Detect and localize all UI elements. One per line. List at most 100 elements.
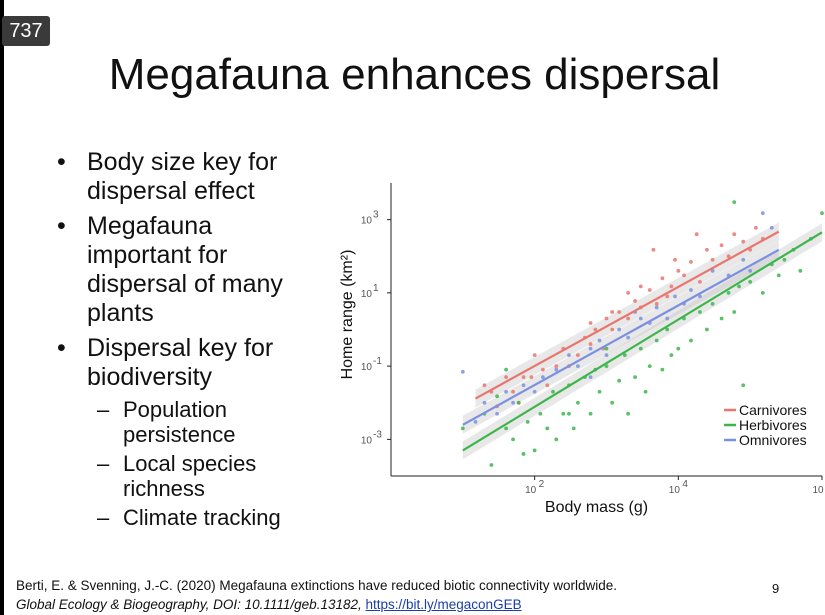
data-point-omnivores	[741, 257, 746, 262]
data-point-herbivores	[545, 426, 550, 431]
data-point-carnivores	[673, 257, 677, 262]
data-point-carnivores	[694, 232, 699, 237]
data-point-herbivores	[689, 338, 693, 343]
bullet-dispersal: • Dispersal key for biodiversity	[57, 334, 274, 391]
data-point-herbivores	[748, 279, 753, 284]
data-point-herbivores	[617, 378, 622, 383]
data-point-herbivores	[643, 389, 648, 394]
data-point-carnivores	[521, 375, 526, 380]
bullet-body-size: • Body size key for dispersal effect	[57, 148, 278, 205]
slide-number-badge: 737	[2, 16, 50, 46]
data-point-herbivores	[676, 346, 681, 351]
data-point-herbivores	[626, 411, 631, 416]
data-point-herbivores	[604, 346, 609, 351]
data-point-carnivores	[741, 239, 746, 244]
data-point-herbivores	[760, 290, 765, 295]
data-point-herbivores	[551, 389, 555, 394]
citation-text: Berti, E. & Svenning, J.-C. (2020) Megaf…	[16, 578, 618, 593]
data-point-herbivores	[647, 364, 652, 369]
fit-line-herbivores	[462, 231, 823, 452]
data-point-omnivores	[532, 389, 537, 394]
data-point-omnivores	[710, 268, 715, 273]
fit-line-carnivores	[474, 230, 780, 400]
y-tick-exponent: -1	[373, 356, 382, 367]
data-point-carnivores	[682, 273, 686, 278]
citation-journal-line: Global Ecology & Biogeography, DOI: 10.1…	[16, 597, 522, 612]
sub-bullet-climate: – Climate tracking	[97, 505, 281, 530]
data-point-herbivores	[495, 394, 500, 399]
x-tick-exponent: 2	[539, 479, 545, 490]
data-point-omnivores	[554, 367, 559, 372]
data-point-herbivores	[820, 211, 824, 216]
data-point-carnivores	[753, 225, 758, 230]
data-point-omnivores	[460, 369, 465, 374]
data-point-herbivores	[576, 400, 580, 405]
x-tick-label: 10	[525, 485, 537, 496]
slide: Megafauna enhances dispersal • Body size…	[4, 0, 825, 615]
fit-line-omnivores	[462, 248, 780, 426]
data-point-carnivores	[626, 290, 631, 295]
y-axis-label: Home range (km²)	[339, 250, 356, 380]
data-point-herbivores	[516, 400, 521, 405]
data-point-carnivores	[511, 389, 515, 394]
data-point-omnivores	[698, 294, 702, 299]
legend-label-carnivores: Carnivores	[739, 402, 807, 418]
data-point-herbivores	[504, 426, 508, 431]
data-point-carnivores	[617, 310, 622, 314]
data-point-herbivores	[710, 302, 715, 306]
sub-bullet-population: – Population persistence	[97, 397, 236, 447]
data-point-carnivores	[732, 232, 737, 237]
data-point-herbivores	[719, 316, 724, 321]
y-tick-label: 10	[361, 216, 373, 227]
data-point-herbivores	[511, 437, 515, 442]
y-tick-label: 10	[361, 435, 373, 446]
data-point-carnivores	[719, 243, 724, 248]
data-point-carnivores	[482, 383, 487, 388]
data-point-carnivores	[705, 247, 709, 252]
data-point-herbivores	[610, 400, 615, 405]
data-point-herbivores	[782, 257, 787, 262]
data-point-herbivores	[571, 426, 576, 431]
data-point-herbivores	[665, 327, 670, 332]
y-tick-exponent: -3	[373, 429, 382, 440]
data-point-herbivores	[588, 411, 593, 416]
citation-link[interactable]: https://bit.ly/megaconGEB	[365, 597, 522, 612]
data-point-herbivores	[633, 375, 637, 380]
data-point-omnivores	[769, 225, 774, 230]
data-point-herbivores	[460, 426, 465, 431]
data-point-omnivores	[567, 353, 571, 357]
page-number: 9	[772, 581, 780, 596]
data-point-carnivores	[529, 375, 534, 380]
data-point-omnivores	[638, 316, 643, 321]
data-point-omnivores	[665, 316, 670, 321]
legend-label-omnivores: Omnivores	[739, 432, 807, 448]
dash-icon: –	[97, 397, 110, 422]
data-point-herbivores	[732, 200, 737, 205]
data-point-omnivores	[617, 327, 622, 332]
sub-bullet-richness: – Local species richness	[97, 451, 257, 501]
data-point-carnivores	[647, 288, 652, 292]
data-point-carnivores	[676, 268, 681, 273]
data-point-omnivores	[576, 364, 580, 369]
data-point-herbivores	[604, 364, 609, 369]
y-tick-label: 10	[361, 289, 373, 300]
data-point-omnivores	[673, 294, 677, 299]
data-point-herbivores	[705, 327, 709, 332]
data-point-carnivores	[633, 299, 637, 303]
data-point-carnivores	[698, 279, 702, 284]
data-point-carnivores	[532, 353, 537, 357]
data-point-omnivores	[588, 346, 593, 351]
data-point-omnivores	[511, 400, 515, 405]
data-point-carnivores	[651, 247, 656, 252]
bullet-dot-icon: •	[57, 148, 66, 176]
data-point-herbivores	[567, 411, 571, 416]
data-point-carnivores	[545, 383, 550, 388]
data-point-herbivores	[597, 389, 602, 394]
data-point-herbivores	[741, 383, 746, 388]
data-point-herbivores	[776, 273, 781, 278]
dash-icon: –	[97, 505, 110, 530]
data-point-carnivores	[654, 302, 659, 306]
data-point-omnivores	[597, 338, 602, 343]
data-point-herbivores	[698, 310, 702, 314]
data-point-omnivores	[654, 305, 659, 310]
